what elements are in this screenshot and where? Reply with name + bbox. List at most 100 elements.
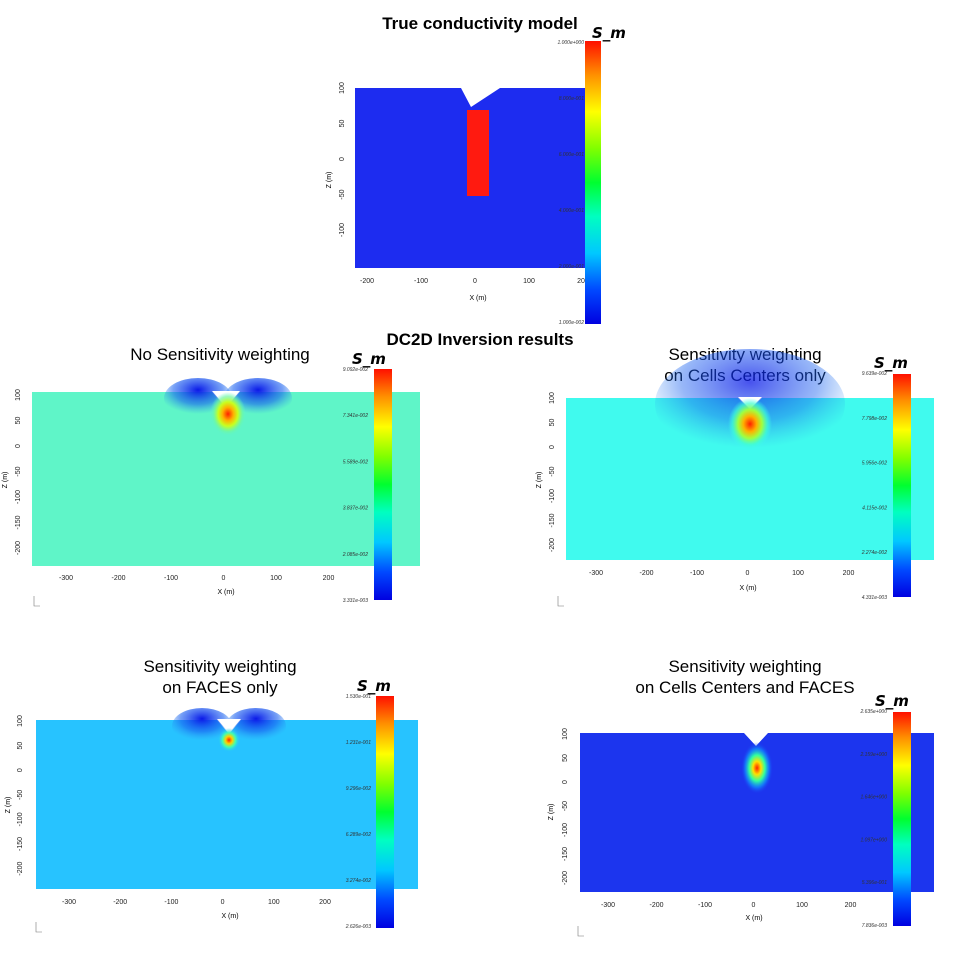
y-tick-label: 50 bbox=[15, 417, 22, 425]
colorbar-tick-label: 3.837e-002 bbox=[343, 506, 369, 512]
colorbar-tick-label: 4.115e-002 bbox=[862, 505, 887, 511]
y-tick-label: 0 bbox=[339, 157, 346, 161]
x-tick-label: -200 bbox=[360, 278, 374, 285]
colorbar-tick-label: 1.000e+000 bbox=[557, 40, 584, 46]
shallow-low-zone-left bbox=[172, 708, 232, 744]
x-axis: -300 -200 -100 0 100 200 bbox=[62, 899, 331, 906]
colorbar-tick-label: 1.231e-001 bbox=[346, 740, 372, 746]
colorbar-ticks: 1.530e-001 1.231e-001 9.296e-002 6.289e-002… bbox=[345, 694, 372, 930]
colorbar-label-no-sens: S_m bbox=[352, 350, 386, 368]
axis-triad-icon bbox=[577, 926, 584, 937]
colorbar-tick-label: 2.000e-001 bbox=[558, 264, 585, 270]
model-domain bbox=[566, 398, 934, 560]
x-tick-label: -100 bbox=[414, 278, 428, 285]
x-tick-label: -100 bbox=[164, 575, 178, 582]
y-tick-label: -50 bbox=[339, 189, 346, 199]
colorbar-tick-label: 5.956e-002 bbox=[862, 461, 888, 467]
colorbar-ticks: 2.635e+000 2.159e+000 1.646e+000 1.097e+000… bbox=[859, 709, 887, 929]
colorbar-tick-label: 9.296e-002 bbox=[346, 786, 372, 792]
y-tick-label: 100 bbox=[339, 82, 346, 94]
colorbar-tick-label: 7.836e-003 bbox=[862, 923, 888, 929]
colorbar-tick-label: 3.274e-002 bbox=[346, 878, 372, 884]
x-tick-label: -100 bbox=[690, 570, 704, 577]
y-axis: 100 50 0 -50 -100 bbox=[339, 82, 346, 237]
model-domain bbox=[580, 733, 934, 892]
conductive-anomaly bbox=[728, 398, 772, 450]
axis-triad-icon bbox=[33, 596, 40, 607]
y-tick-label: 100 bbox=[562, 728, 569, 740]
y-axis-label: Z (m) bbox=[5, 797, 12, 814]
colorbar-tick-label: 7.798e-002 bbox=[862, 416, 888, 422]
x-tick-label: 100 bbox=[268, 899, 280, 906]
colorbar-tick-label: 6.289e-002 bbox=[346, 832, 372, 838]
y-tick-label: -50 bbox=[17, 790, 24, 800]
surface-notch bbox=[217, 719, 241, 733]
x-tick-label: 200 bbox=[319, 899, 331, 906]
x-tick-label: 200 bbox=[845, 902, 857, 909]
y-tick-label: 100 bbox=[15, 389, 22, 401]
y-tick-label: -50 bbox=[15, 466, 22, 476]
colorbar-tick-label: 9.639e-002 bbox=[862, 371, 888, 377]
y-tick-label: -150 bbox=[17, 837, 24, 851]
colorbar-tick-label: 7.341e-002 bbox=[343, 413, 369, 419]
x-tick-label: -100 bbox=[698, 902, 712, 909]
y-axis-label: Z (m) bbox=[536, 472, 543, 489]
x-tick-label: -300 bbox=[601, 902, 615, 909]
y-axis: 100 50 0 -50 -100 -150 -200 bbox=[17, 715, 24, 876]
colorbar-tick-label: 1.097e+000 bbox=[860, 837, 887, 843]
colorbar-label-faces: S_m bbox=[357, 677, 391, 695]
colorbar bbox=[893, 712, 911, 926]
y-axis-label: Z (m) bbox=[326, 172, 333, 189]
y-tick-label: 0 bbox=[549, 445, 556, 449]
y-tick-label: -100 bbox=[562, 823, 569, 837]
y-tick-label: -50 bbox=[562, 801, 569, 811]
axis-triad-icon bbox=[35, 922, 42, 933]
x-tick-label: 100 bbox=[523, 278, 535, 285]
x-tick-label: -200 bbox=[113, 899, 127, 906]
x-tick-label: -300 bbox=[62, 899, 76, 906]
y-tick-label: 0 bbox=[15, 444, 22, 448]
x-tick-label: 200 bbox=[323, 575, 335, 582]
y-tick-label: -200 bbox=[15, 541, 22, 555]
x-tick-label: 200 bbox=[843, 570, 855, 577]
colorbar-tick-label: 1.530e-001 bbox=[346, 694, 372, 700]
x-tick-label: 200 bbox=[577, 278, 589, 285]
surface-notch bbox=[744, 732, 768, 745]
colorbar bbox=[585, 41, 601, 324]
x-tick-label: -300 bbox=[589, 570, 603, 577]
panel-no-sensitivity: 100 50 0 -50 -100 -150 -200 -300 -200 -100 0 100 20… bbox=[2, 367, 420, 604]
colorbar-tick-label: 2.159e+000 bbox=[859, 752, 887, 758]
x-tick-label: -300 bbox=[59, 575, 73, 582]
colorbar-tick-label: 5.589e-002 bbox=[343, 459, 369, 465]
conductive-anomaly bbox=[218, 728, 240, 752]
y-tick-label: -200 bbox=[17, 861, 24, 875]
x-axis-label: X (m) bbox=[221, 913, 238, 920]
x-tick-label: 100 bbox=[796, 902, 808, 909]
orientation-glyphs bbox=[33, 596, 584, 937]
panel-cells-centers: 100 50 0 -50 -100 -150 -200 -300 -200 -100 0 100 20… bbox=[536, 349, 934, 601]
y-tick-label: -50 bbox=[549, 466, 556, 476]
y-tick-label: -200 bbox=[562, 871, 569, 885]
panel-true-model: 100 50 0 -50 -100 -200 -100 0 100 200 X (m) Z (m… bbox=[326, 40, 601, 326]
x-axis-label: X (m) bbox=[745, 915, 762, 922]
y-tick-label: -100 bbox=[17, 812, 24, 826]
model-domain bbox=[36, 720, 418, 889]
y-tick-label: 50 bbox=[549, 419, 556, 427]
y-tick-label: 100 bbox=[549, 392, 556, 404]
y-tick-label: -200 bbox=[549, 538, 556, 552]
y-tick-label: -100 bbox=[549, 489, 556, 503]
x-tick-label: -200 bbox=[111, 575, 125, 582]
colorbar-tick-label: 2.085e-002 bbox=[342, 552, 369, 558]
x-tick-label: 0 bbox=[746, 570, 750, 577]
y-axis: 100 50 0 -50 -100 -150 -200 bbox=[15, 389, 22, 555]
colorbar bbox=[374, 369, 392, 600]
axis-triad-icon bbox=[557, 596, 564, 607]
x-tick-label: 0 bbox=[752, 902, 756, 909]
panel-title-no-sens: No Sensitivity weighting bbox=[130, 345, 310, 364]
x-axis: -200 -100 0 100 200 bbox=[360, 278, 589, 285]
colorbar-label-true: S_m bbox=[592, 24, 626, 42]
y-tick-label: 0 bbox=[17, 768, 24, 772]
colorbar-tick-label: 9.092e-002 bbox=[343, 367, 369, 373]
y-tick-label: -150 bbox=[549, 513, 556, 527]
panel-cells-and-faces: 100 50 0 -50 -100 -150 -200 -300 -200 -100 0 100 20… bbox=[548, 709, 934, 929]
